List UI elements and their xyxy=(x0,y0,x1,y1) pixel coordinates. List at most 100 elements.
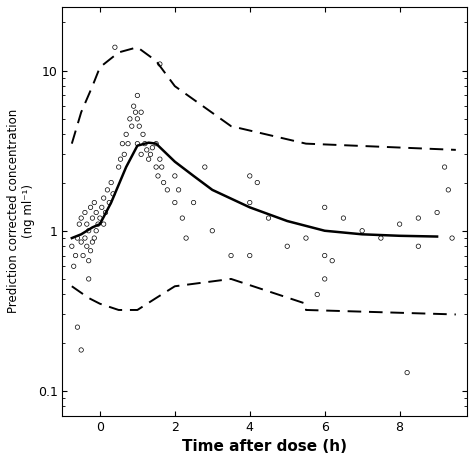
Point xyxy=(79,252,87,259)
Point xyxy=(77,214,85,222)
Point xyxy=(148,144,156,151)
Point xyxy=(147,151,155,158)
Point xyxy=(128,123,136,130)
Y-axis label: Prediction corrected concentration
(ng ml⁻¹): Prediction corrected concentration (ng m… xyxy=(7,109,35,313)
Point xyxy=(445,186,452,194)
Point xyxy=(137,108,145,116)
Point xyxy=(321,252,328,259)
Point xyxy=(377,234,385,242)
Point xyxy=(145,155,153,163)
Point xyxy=(68,242,76,250)
Point xyxy=(246,252,254,259)
Point xyxy=(415,242,422,250)
X-axis label: Time after dose (h): Time after dose (h) xyxy=(182,439,347,454)
Point xyxy=(85,275,92,283)
Point xyxy=(75,220,83,228)
Point xyxy=(134,140,141,148)
Point xyxy=(81,234,89,242)
Point xyxy=(91,199,98,206)
Point xyxy=(77,238,85,246)
Point xyxy=(136,123,143,130)
Point xyxy=(109,190,117,198)
Point xyxy=(158,163,165,171)
Point xyxy=(94,220,102,228)
Point xyxy=(126,115,134,123)
Point xyxy=(83,242,91,250)
Point xyxy=(396,220,403,228)
Point xyxy=(72,252,79,259)
Point xyxy=(328,257,336,265)
Point xyxy=(92,227,100,235)
Point xyxy=(70,263,77,270)
Point xyxy=(89,214,96,222)
Point xyxy=(130,102,137,110)
Point xyxy=(143,146,151,154)
Point xyxy=(81,209,89,216)
Point xyxy=(433,209,441,216)
Point xyxy=(246,199,254,206)
Point xyxy=(156,155,164,163)
Point xyxy=(73,234,81,242)
Point xyxy=(283,242,291,250)
Point xyxy=(89,238,96,246)
Point xyxy=(100,195,108,202)
Point xyxy=(108,179,115,186)
Point xyxy=(209,227,216,235)
Point xyxy=(104,186,111,194)
Point xyxy=(302,234,310,242)
Point xyxy=(321,275,328,283)
Point xyxy=(441,163,448,171)
Point xyxy=(87,204,94,211)
Point xyxy=(201,163,209,171)
Point xyxy=(164,186,171,194)
Point xyxy=(182,234,190,242)
Point xyxy=(321,204,328,211)
Point xyxy=(118,140,126,148)
Point xyxy=(171,199,179,206)
Point xyxy=(87,247,94,254)
Point xyxy=(160,179,167,186)
Point xyxy=(139,130,147,138)
Point xyxy=(106,199,113,206)
Point xyxy=(358,227,366,235)
Point xyxy=(98,204,106,211)
Point xyxy=(111,44,118,51)
Point xyxy=(154,172,162,180)
Point xyxy=(152,140,160,148)
Point xyxy=(403,369,411,376)
Point xyxy=(73,324,81,331)
Point xyxy=(83,220,91,228)
Point xyxy=(115,163,122,171)
Point xyxy=(171,172,179,180)
Point xyxy=(134,92,141,99)
Point xyxy=(122,130,130,138)
Point xyxy=(85,257,92,265)
Point xyxy=(264,214,272,222)
Point xyxy=(92,209,100,216)
Point xyxy=(137,151,145,158)
Point xyxy=(190,199,197,206)
Point xyxy=(254,179,261,186)
Point xyxy=(134,115,141,123)
Point xyxy=(152,163,160,171)
Point xyxy=(448,234,456,242)
Point xyxy=(141,140,149,148)
Point xyxy=(77,346,85,354)
Point xyxy=(100,220,108,228)
Point xyxy=(227,252,235,259)
Point xyxy=(96,214,104,222)
Point xyxy=(117,155,124,163)
Point xyxy=(132,108,139,116)
Point xyxy=(246,172,254,180)
Point xyxy=(85,227,92,235)
Point xyxy=(124,140,132,148)
Point xyxy=(415,214,422,222)
Point xyxy=(175,186,182,194)
Point xyxy=(179,214,186,222)
Point xyxy=(156,60,164,68)
Point xyxy=(340,214,347,222)
Point xyxy=(120,151,128,158)
Point xyxy=(313,291,321,298)
Point xyxy=(91,234,98,242)
Point xyxy=(102,209,109,216)
